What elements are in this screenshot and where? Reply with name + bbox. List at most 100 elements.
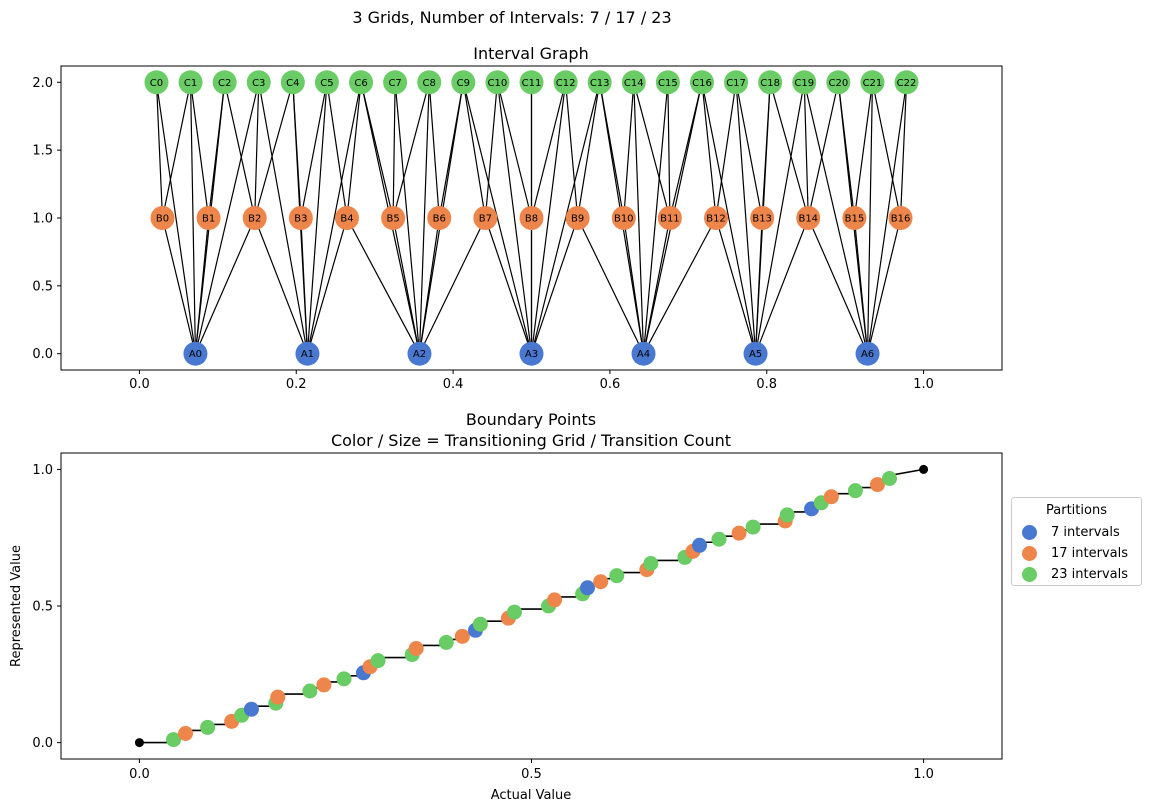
- graph-edge: [418, 217, 486, 354]
- node-label: B0: [156, 214, 169, 225]
- graph-edge: [701, 82, 717, 219]
- node-label: A3: [525, 349, 538, 360]
- x-tick-label: 0.6: [600, 377, 621, 392]
- graph-edge: [306, 217, 348, 354]
- graph-edge: [254, 82, 294, 219]
- node-circle: [144, 70, 169, 95]
- node-label: B14: [798, 214, 818, 225]
- graph-edge: [530, 82, 601, 354]
- node-circle: [242, 206, 267, 230]
- node-circle: [553, 70, 578, 95]
- graph-node-c17: C17: [724, 70, 749, 95]
- node-label: C15: [658, 78, 678, 89]
- legend: Partitions 7 intervals 17 intervals 23 i…: [1011, 497, 1142, 586]
- graph-edge: [715, 217, 757, 354]
- graph-node-c1: C1: [178, 70, 203, 95]
- node-label: C11: [522, 78, 542, 89]
- legend-item-17: 17 intervals: [1022, 544, 1128, 562]
- graph-edge: [306, 82, 328, 354]
- node-circle: [150, 206, 175, 230]
- interval-graph-edges: [155, 82, 908, 354]
- node-label: C7: [388, 78, 401, 89]
- boundary-point-7: [692, 537, 708, 553]
- interval-graph-y-ticks: 0.0 0.5 1.0 1.5 2.0: [32, 76, 61, 362]
- graph-edge: [807, 82, 839, 219]
- graph-edge: [564, 82, 579, 219]
- graph-edge: [258, 82, 309, 354]
- node-label: B15: [845, 214, 865, 225]
- graph-edge: [866, 82, 908, 354]
- graph-node-a6: A6: [855, 341, 880, 366]
- boundary-point-17: [454, 628, 470, 644]
- node-circle: [196, 206, 221, 230]
- x-tick-label: 1.0: [913, 767, 934, 782]
- graph-node-c9: C9: [451, 70, 476, 95]
- x-tick-label: 1.0: [913, 377, 934, 392]
- x-tick-label: 0.8: [756, 377, 777, 392]
- boundary-point-23: [643, 556, 659, 571]
- boundary-point-7: [580, 580, 596, 596]
- node-circle: [565, 206, 590, 230]
- node-label: B1: [202, 214, 215, 225]
- endpoint-marker: [134, 738, 144, 748]
- node-label: C9: [457, 78, 470, 89]
- boundary-point-17: [270, 689, 286, 705]
- graph-edge: [300, 82, 328, 219]
- y-tick-label: 1.0: [32, 212, 53, 227]
- x-axis-label: Actual Value: [491, 788, 572, 803]
- graph-edge: [715, 82, 737, 219]
- graph-node-b2: B2: [242, 206, 267, 230]
- graph-edge: [462, 82, 486, 219]
- node-circle: [888, 206, 913, 230]
- node-circle: [743, 341, 768, 366]
- graph-edge: [530, 82, 567, 219]
- node-circle: [657, 206, 682, 230]
- node-circle: [842, 206, 867, 230]
- graph-edge: [155, 82, 164, 219]
- graph-edge: [161, 217, 197, 354]
- boundary-point-7: [243, 701, 259, 717]
- node-circle: [855, 341, 880, 366]
- graph-edge: [735, 82, 763, 219]
- graph-node-c19: C19: [792, 70, 817, 95]
- graph-edge: [392, 82, 396, 219]
- node-label: A6: [861, 349, 874, 360]
- node-label: B2: [248, 214, 261, 225]
- y-tick-label: 0.0: [32, 736, 53, 751]
- graph-edge: [394, 82, 421, 354]
- graph-edge: [853, 82, 874, 219]
- x-tick-label: 0.2: [286, 377, 307, 392]
- boundary-point-23: [609, 568, 625, 584]
- graph-node-b5: B5: [381, 206, 406, 230]
- node-label: C3: [252, 78, 265, 89]
- boundary-point-23: [370, 653, 386, 669]
- graph-node-c5: C5: [314, 70, 339, 95]
- y-tick-label: 0.5: [32, 600, 53, 615]
- boundary-point-23: [336, 671, 352, 687]
- node-circle: [381, 206, 406, 230]
- node-label: A0: [189, 349, 202, 360]
- graph-node-b11: B11: [657, 206, 682, 230]
- node-circle: [451, 70, 476, 95]
- node-circle: [288, 206, 313, 230]
- boundary-point-23: [200, 719, 216, 735]
- graph-node-b4: B4: [334, 206, 359, 230]
- boundary-point-17: [408, 641, 424, 656]
- boundary-point-17: [178, 726, 194, 741]
- graph-edge: [189, 82, 210, 219]
- graph-edge: [189, 82, 197, 354]
- graph-edge: [866, 217, 902, 354]
- graph-node-c16: C16: [689, 70, 714, 95]
- node-circle: [631, 341, 656, 366]
- node-circle: [473, 206, 498, 230]
- graph-node-c15: C15: [655, 70, 680, 95]
- legend-item-23: 23 intervals: [1022, 565, 1128, 583]
- node-label: B5: [387, 214, 400, 225]
- boundary-point-23: [166, 732, 182, 748]
- graph-node-c12: C12: [553, 70, 578, 95]
- boundary-point-17: [547, 592, 563, 608]
- interval-graph-nodes: A0 A1 A2 A3 A4 A5 A6 B0 B1 B2 B3 B4 B5 B6 B7 B8 B9 B10 B11…: [144, 70, 919, 366]
- graph-node-c4: C4: [280, 70, 305, 95]
- graph-edge: [701, 82, 757, 354]
- graph-edge: [530, 82, 567, 354]
